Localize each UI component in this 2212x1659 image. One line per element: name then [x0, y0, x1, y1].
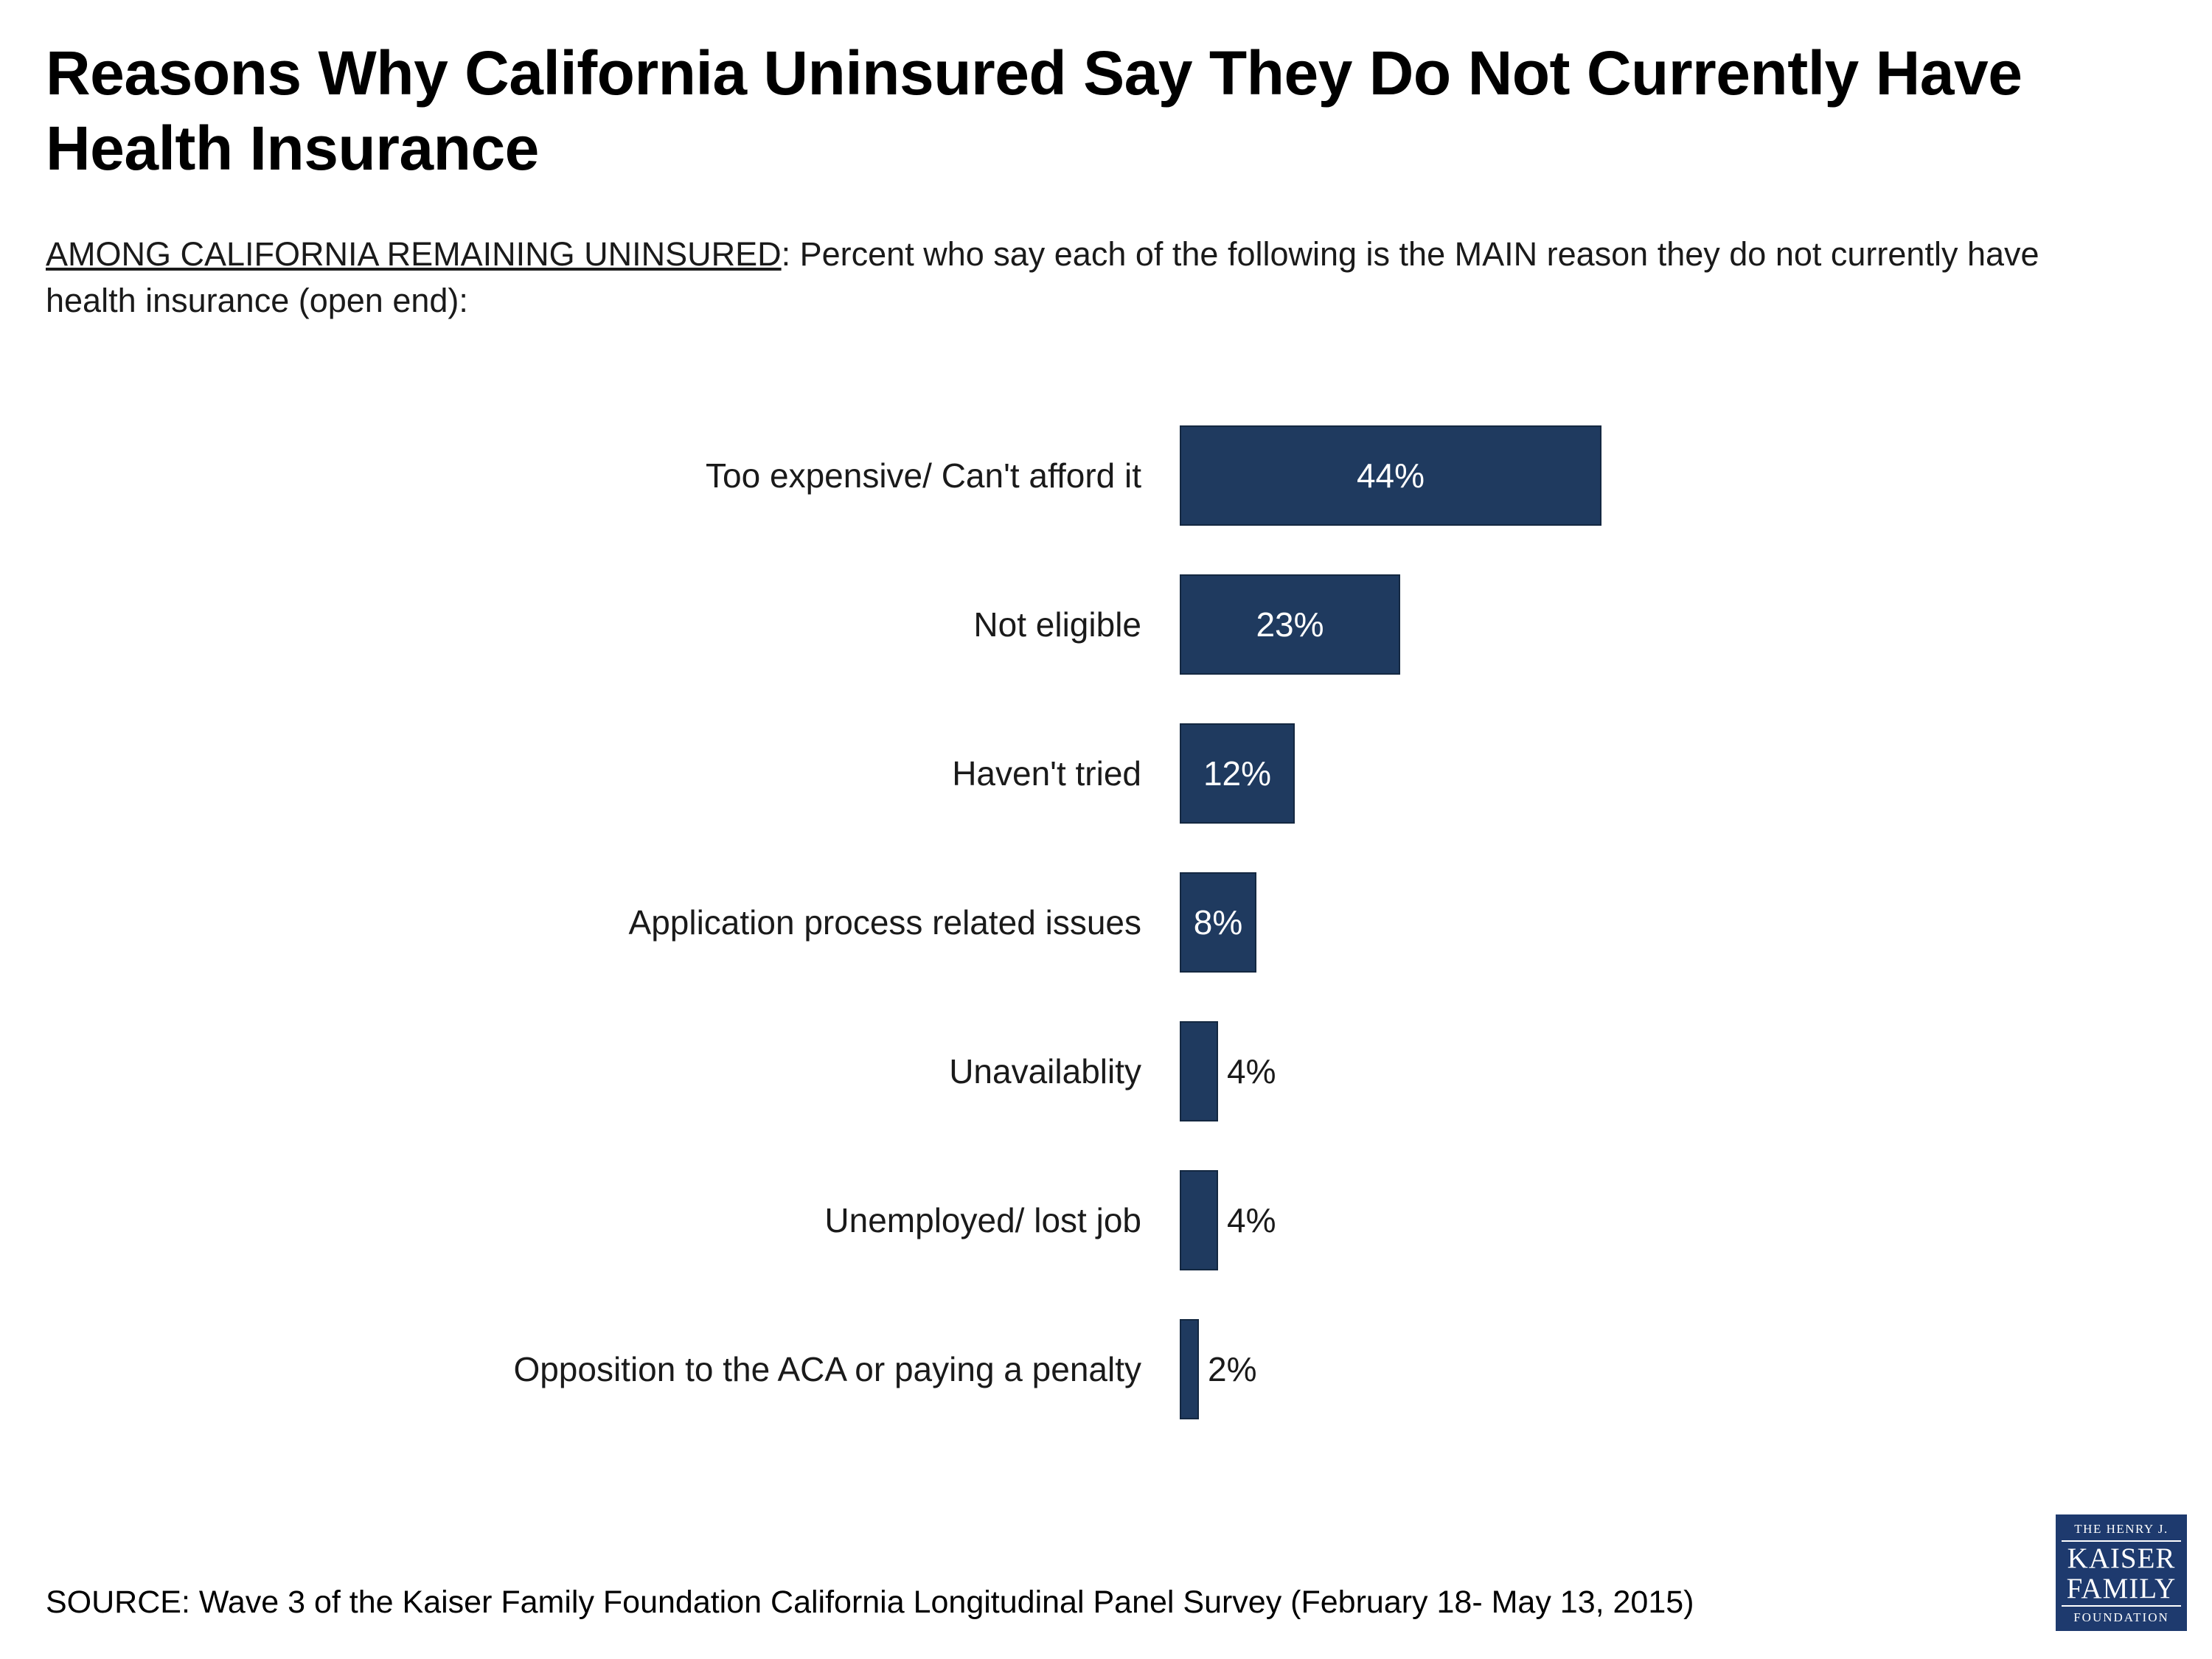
bar-area: 2%	[1180, 1295, 2212, 1444]
bar: 44%	[1180, 425, 1601, 526]
bar-area: 4%	[1180, 997, 2212, 1146]
bar: 12%	[1180, 723, 1295, 824]
source-text: SOURCE: Wave 3 of the Kaiser Family Foun…	[46, 1585, 1694, 1620]
category-label: Haven't tried	[952, 754, 1141, 793]
bar-area: 4%	[1180, 1146, 2212, 1295]
bar	[1180, 1169, 1218, 1270]
value-label: 12%	[1203, 754, 1272, 793]
bar-area: 12%	[1180, 699, 2212, 848]
bar: 8%	[1180, 872, 1256, 973]
logo-line-henry: THE HENRY J.	[2062, 1522, 2181, 1542]
bar-row: Haven't tried 12%	[0, 699, 2212, 848]
category-label: Application process related issues	[628, 902, 1141, 942]
bar-row: Not eligible 23%	[0, 550, 2212, 699]
value-label: 44%	[1356, 456, 1425, 495]
category-label: Opposition to the ACA or paying a penalt…	[513, 1349, 1141, 1388]
value-label: 4%	[1227, 1200, 1276, 1239]
bar-area: 23%	[1180, 550, 2212, 699]
bar-row: Opposition to the ACA or paying a penalt…	[0, 1295, 2212, 1444]
logo-line-family: FAMILY	[2066, 1573, 2177, 1605]
chart-subtitle: AMONG CALIFORNIA REMAINING UNINSURED: Pe…	[46, 231, 2124, 324]
bar	[1180, 1318, 1199, 1419]
subtitle-rest: : Percent who say each of the following …	[46, 234, 2039, 319]
bar-row: Too expensive/ Can't afford it 44%	[0, 401, 2212, 550]
category-label: Unavailablity	[949, 1051, 1141, 1091]
value-label: 23%	[1256, 605, 1324, 644]
bar-row: Unavailablity 4%	[0, 997, 2212, 1146]
category-label: Not eligible	[973, 605, 1141, 644]
logo-line-kaiser: KAISER	[2067, 1542, 2176, 1574]
bar-row: Application process related issues 8%	[0, 848, 2212, 997]
category-label: Unemployed/ lost job	[824, 1200, 1141, 1239]
bar-area: 8%	[1180, 848, 2212, 997]
bar-chart: Too expensive/ Can't afford it 44% Not eli…	[0, 401, 2212, 1444]
kff-logo: THE HENRY J. KAISER FAMILY FOUNDATION	[2056, 1514, 2187, 1631]
bar-area: 44%	[1180, 401, 2212, 550]
subtitle-underlined: AMONG CALIFORNIA REMAINING UNINSURED	[46, 234, 782, 273]
value-label: 2%	[1208, 1349, 1257, 1388]
category-label: Too expensive/ Can't afford it	[706, 456, 1141, 495]
chart-title: Reasons Why California Uninsured Say The…	[46, 38, 2023, 184]
bar: 23%	[1180, 574, 1400, 675]
logo-line-foundation: FOUNDATION	[2062, 1604, 2181, 1625]
value-label: 4%	[1227, 1051, 1276, 1091]
bar	[1180, 1020, 1218, 1121]
bar-row: Unemployed/ lost job 4%	[0, 1146, 2212, 1295]
value-label: 8%	[1193, 902, 1243, 942]
